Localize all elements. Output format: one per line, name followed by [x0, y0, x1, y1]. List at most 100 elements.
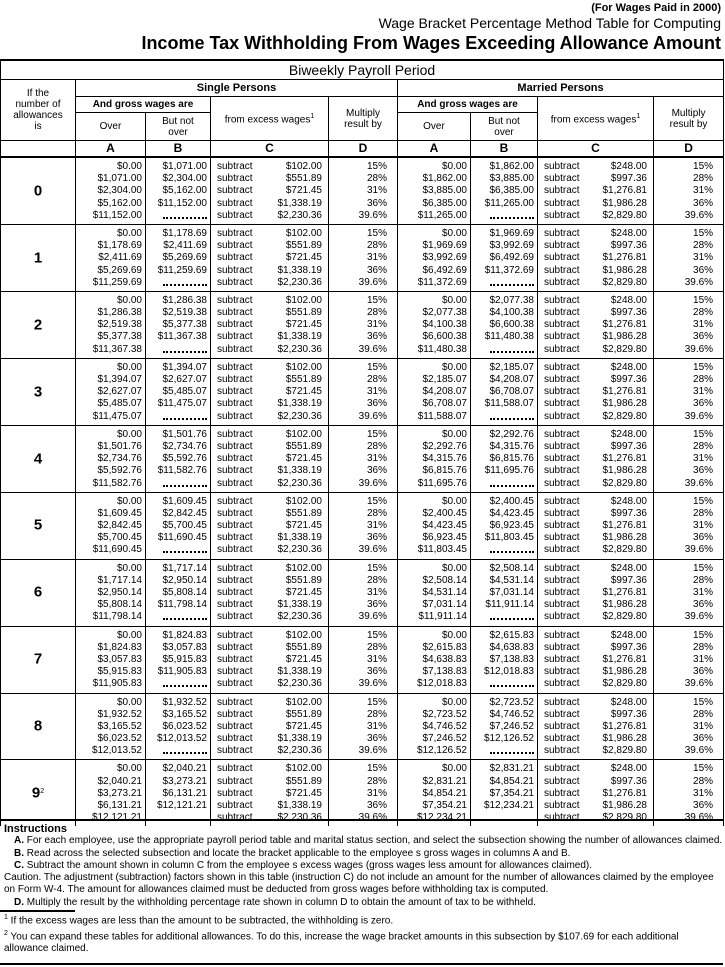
allowance-section: 92 $0.00 $2,040.21 $3,273.21 $6,131.21 $12,12…: [0, 759, 725, 827]
rate-value: 36%: [366, 599, 387, 611]
no-limit-dots: [146, 745, 210, 757]
no-limit-dots: [471, 478, 537, 490]
rate-value: 15%: [693, 629, 714, 641]
allowance-number: 2: [33, 316, 43, 333]
over-value: $5,162.00: [97, 197, 143, 209]
over-value: $6,131.21: [97, 800, 143, 811]
instructions: Instructions A. For each employee, use t…: [0, 819, 723, 956]
single-subtract-values: subtract $102.00 subtract $551.89 subtract $7…: [210, 156, 329, 225]
over-value: $5,485.07: [97, 398, 143, 410]
no-limit-dots: [471, 411, 537, 423]
rate-value: 39.6%: [358, 410, 387, 422]
subtract-row: subtract $248.00: [544, 428, 647, 440]
over-value: $12,121.21: [91, 812, 142, 824]
allowance-number: 8: [33, 717, 43, 735]
over-value: $11,911.14: [418, 611, 467, 623]
over-value: $6,385.00: [422, 197, 468, 209]
married-not-over-values: $2,615.83 $4,638.83 $7,138.83 $12,018.83: [470, 625, 538, 693]
married-rate-values: 15% 28% 31% 36% 39.6%: [652, 156, 725, 225]
not-over-value: $1,862.00: [489, 161, 535, 172]
rate-value: 36%: [693, 733, 714, 745]
subtract-row: subtract $102.00: [217, 495, 322, 507]
not-over-value: $4,854.21: [489, 775, 535, 787]
subtract-row: subtract $997.36: [544, 374, 647, 385]
over-value: $2,734.76: [97, 453, 143, 465]
over-value: $7,138.83: [422, 666, 468, 678]
not-over-value: $2,723.52: [489, 696, 535, 708]
allowance-number: 6: [33, 583, 43, 601]
subtract-row: subtract $1,338.19: [217, 733, 322, 745]
subtract-row: subtract $551.89: [217, 440, 322, 452]
over-value: $11,588.07: [417, 410, 467, 422]
rate-value: 39.6%: [358, 812, 387, 824]
no-limit-dots: [471, 344, 537, 356]
rate-value: 31%: [693, 319, 714, 331]
no-limit-dots: [471, 611, 537, 623]
rate-value: 36%: [693, 398, 714, 410]
rate-value: 31%: [366, 520, 387, 532]
rate-value: 36%: [693, 800, 714, 811]
subtract-row: subtract $551.89: [217, 641, 322, 653]
subtract-row: subtract $1,276.81: [544, 787, 647, 799]
over-value: $0.00: [116, 227, 142, 239]
not-over-value: $2,627.07: [162, 374, 208, 385]
subtract-row: subtract $2,829.80: [544, 209, 647, 221]
rate-value: 39.6%: [358, 745, 387, 757]
over-value: $12,234.21: [416, 812, 467, 824]
single-not-over-values: $1,609.45 $2,842.45 $5,700.45 $11,690.45: [145, 491, 211, 560]
rate-value: 36%: [693, 532, 714, 544]
single-rate-values: 15% 28% 31% 36% 39.6%: [328, 759, 398, 827]
letter-blank: [0, 140, 76, 158]
single-over-values: $0.00 $1,717.14 $2,950.14 $5,808.14 $11,798.…: [75, 558, 146, 627]
allowance-count: 6: [0, 558, 76, 627]
subtract-row: subtract $2,230.36: [217, 611, 322, 623]
rate-value: 15%: [693, 428, 714, 440]
rate-value: 36%: [366, 733, 387, 745]
rate-value: 15%: [693, 227, 714, 239]
over-value: $0.00: [116, 763, 142, 775]
not-over-value: $2,040.21: [162, 763, 208, 775]
subtract-row: subtract $721.45: [217, 720, 322, 732]
over-value: $2,508.14: [422, 574, 468, 586]
not-over-value: $11,798.14: [157, 599, 207, 611]
single-subtract-values: subtract $102.00 subtract $551.89 subtract $7…: [210, 290, 329, 359]
subtract-row: subtract $248.00: [544, 696, 647, 708]
subtract-row: subtract $248.00: [544, 629, 647, 641]
subtract-row: subtract $1,986.28: [544, 465, 647, 477]
subtract-row: subtract $2,829.80: [544, 343, 647, 355]
no-limit-dots: [146, 544, 210, 556]
subtract-row: subtract $1,338.19: [217, 599, 322, 611]
rate-value: 28%: [366, 775, 387, 787]
rate-value: 39.6%: [684, 611, 714, 623]
allowance-number: 5: [33, 516, 43, 534]
over-value: $4,854.21: [422, 787, 468, 799]
allowance-section: 2 $0.00 $1,286.38 $2,519.38 $5,377.38 $11,367…: [0, 290, 725, 359]
title-line-1: Wage Bracket Percentage Method Table for…: [378, 15, 721, 31]
subtract-row: subtract $102.00: [217, 361, 322, 373]
married-not-over-values: $1,862.00 $3,885.00 $6,385.00 $11,265.00: [470, 156, 538, 225]
single-subtract-values: subtract $102.00 subtract $551.89 subtract $7…: [210, 424, 329, 493]
over-value: $2,185.07: [422, 374, 468, 385]
not-over-value: $4,100.38: [489, 307, 535, 319]
over-value: $0.00: [441, 562, 467, 574]
not-over-value: $2,950.14: [162, 574, 208, 586]
rate-value: 31%: [366, 252, 387, 264]
no-limit-dots: [471, 544, 537, 556]
not-over-value: $5,700.45: [162, 520, 208, 532]
single-column-d: D: [328, 140, 398, 158]
rate-value: 28%: [693, 440, 714, 452]
single-not-over-values: $2,040.21 $3,273.21 $6,131.21 $12,121.21: [145, 759, 211, 827]
subtract-row: subtract $1,986.28: [544, 197, 647, 209]
not-over-value: $5,592.76: [162, 453, 208, 465]
over-value: $11,367.38: [92, 343, 142, 355]
not-over-value: $12,121.21: [156, 800, 207, 811]
over-value: $4,100.38: [422, 319, 468, 331]
married-column-d: D: [652, 140, 725, 158]
not-over-value: $7,031.14: [489, 587, 535, 598]
married-rate-values: 15% 28% 31% 36% 39.6%: [652, 625, 725, 693]
rate-value: 28%: [693, 574, 714, 586]
over-value: $11,690.45: [92, 544, 142, 556]
allowance-section: 5 $0.00 $1,609.45 $2,842.45 $5,700.45 $11,690…: [0, 491, 725, 560]
single-column-a: A: [75, 140, 146, 158]
rate-value: 39.6%: [358, 544, 387, 556]
